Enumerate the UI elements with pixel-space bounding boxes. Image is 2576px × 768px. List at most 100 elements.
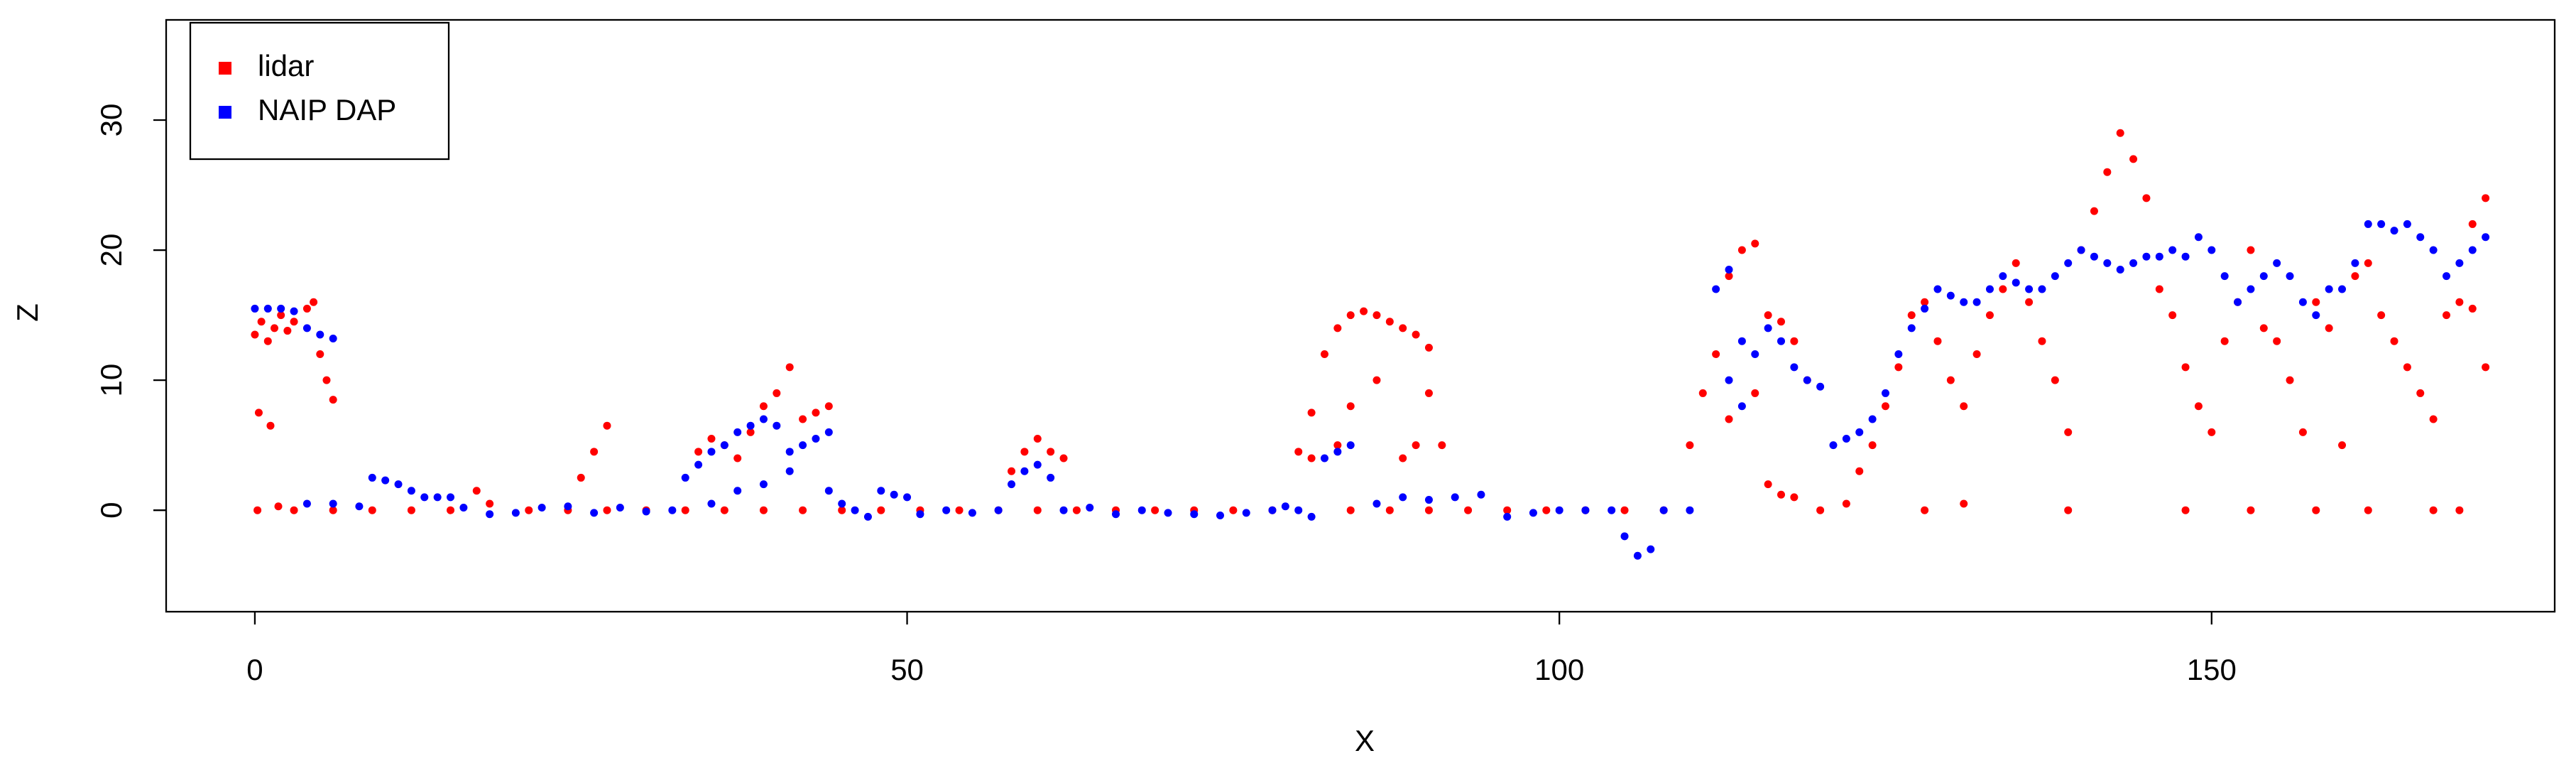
- point: [2051, 376, 2059, 384]
- point: [759, 402, 768, 411]
- point: [2482, 194, 2490, 202]
- point: [253, 506, 262, 514]
- point: [1921, 304, 1929, 313]
- point: [1764, 480, 1772, 489]
- point: [1438, 441, 1446, 450]
- point: [2207, 428, 2216, 436]
- plot-frame: [165, 18, 2556, 613]
- point: [1229, 506, 1238, 514]
- point: [283, 327, 292, 335]
- point: [1842, 435, 1850, 443]
- point: [472, 487, 481, 495]
- point: [329, 396, 337, 404]
- point: [1047, 448, 1055, 456]
- point: [257, 318, 266, 326]
- point: [1764, 324, 1772, 332]
- point: [368, 506, 376, 514]
- point: [2090, 207, 2098, 215]
- point: [2129, 155, 2138, 163]
- point: [681, 473, 689, 482]
- point: [1999, 272, 2007, 281]
- point: [1751, 350, 1759, 359]
- point: [824, 402, 833, 411]
- point: [1764, 311, 1772, 320]
- point: [2364, 506, 2372, 514]
- legend-label: lidar: [258, 49, 314, 82]
- point: [2286, 272, 2294, 281]
- point: [290, 506, 298, 514]
- point: [707, 448, 716, 456]
- point: [785, 363, 794, 372]
- point: [812, 409, 820, 417]
- x-axis-label: X: [1355, 724, 1375, 757]
- point: [1790, 363, 1799, 372]
- point: [994, 506, 1003, 514]
- point: [1333, 324, 1342, 332]
- point: [577, 473, 585, 482]
- point: [877, 487, 885, 495]
- point: [394, 480, 403, 489]
- point: [1464, 506, 1473, 514]
- point: [1320, 454, 1328, 463]
- point: [1620, 506, 1629, 514]
- point: [368, 473, 376, 482]
- point: [407, 506, 415, 514]
- point: [1855, 428, 1864, 436]
- point: [1907, 311, 1916, 320]
- point: [824, 428, 833, 436]
- point: [2482, 363, 2490, 372]
- point: [1529, 509, 1537, 517]
- point: [2312, 506, 2320, 514]
- point: [1737, 337, 1746, 345]
- point: [733, 428, 742, 436]
- point: [329, 506, 337, 514]
- point: [1777, 318, 1786, 326]
- legend-swatch: [219, 106, 231, 119]
- point: [1424, 496, 1433, 504]
- point: [2273, 337, 2281, 345]
- point: [447, 493, 455, 502]
- legend: lidar NAIP DAP: [189, 21, 450, 161]
- point: [1503, 506, 1512, 514]
- point: [733, 454, 742, 463]
- point: [263, 304, 272, 313]
- point: [310, 298, 318, 306]
- point: [2273, 259, 2281, 267]
- point: [1960, 499, 1968, 508]
- point: [1972, 298, 1981, 306]
- y-axis-label: Z: [11, 303, 44, 322]
- point: [486, 510, 494, 519]
- point: [1307, 409, 1316, 417]
- point: [916, 510, 924, 519]
- point: [1151, 506, 1159, 514]
- point: [2194, 402, 2203, 411]
- point: [1137, 506, 1146, 514]
- legend-swatch: [219, 62, 231, 75]
- point: [1360, 307, 1368, 315]
- point: [785, 467, 794, 475]
- point: [890, 490, 898, 499]
- point: [590, 448, 599, 456]
- point: [1020, 448, 1029, 456]
- point: [1072, 506, 1081, 514]
- point: [263, 337, 272, 345]
- point: [616, 504, 624, 512]
- point: [1881, 402, 1889, 411]
- point: [1725, 376, 1733, 384]
- point: [2429, 415, 2438, 423]
- points: [251, 129, 2490, 560]
- point: [903, 493, 912, 502]
- point: [707, 499, 716, 508]
- point: [433, 493, 442, 502]
- point: [2038, 285, 2046, 293]
- point: [863, 512, 872, 521]
- point: [2443, 272, 2451, 281]
- point: [720, 506, 728, 514]
- point: [525, 506, 533, 514]
- point: [603, 421, 611, 430]
- point: [290, 318, 298, 326]
- point: [877, 506, 885, 514]
- point: [2220, 272, 2229, 281]
- point: [1059, 454, 1068, 463]
